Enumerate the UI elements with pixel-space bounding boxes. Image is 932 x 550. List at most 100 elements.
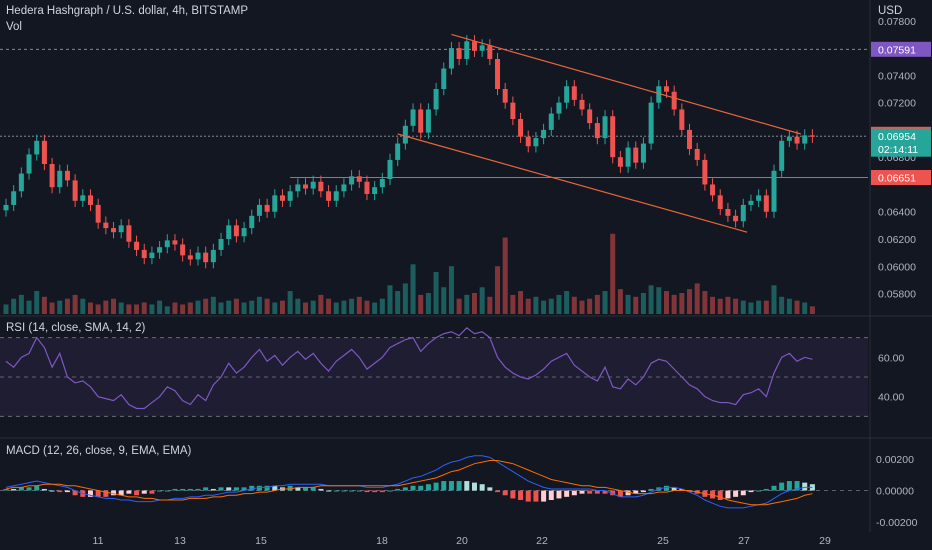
volume-bar xyxy=(533,296,539,314)
volume-bar xyxy=(656,287,662,314)
candle-body xyxy=(710,184,716,196)
candle-body xyxy=(87,195,93,205)
candle-body xyxy=(11,191,17,205)
volume-bar xyxy=(256,296,262,314)
candle-body xyxy=(740,204,746,222)
volume-bar xyxy=(387,285,393,314)
volume-bar xyxy=(487,296,493,314)
macd-histogram-bar xyxy=(633,490,639,494)
volume-bar xyxy=(3,304,9,314)
currency-label: USD xyxy=(878,5,903,17)
volume-bar xyxy=(587,298,593,314)
macd-histogram-bar xyxy=(226,487,232,491)
volume-bar xyxy=(395,291,401,314)
volume-bar xyxy=(26,300,32,314)
candle-body xyxy=(502,89,508,103)
candle-body xyxy=(663,86,669,92)
macd-histogram-bar xyxy=(195,488,201,491)
volume-bar xyxy=(610,233,616,314)
price-tick-label: 0.06000 xyxy=(878,261,916,273)
macd-histogram-bar xyxy=(548,490,554,500)
signal-line xyxy=(5,460,813,506)
volume-bar xyxy=(87,302,93,314)
candle-body xyxy=(602,116,608,139)
candle-body xyxy=(725,209,731,216)
candle-body xyxy=(80,195,86,201)
time-tick-label: 15 xyxy=(255,535,267,547)
macd-histogram-bar xyxy=(341,490,347,492)
candle-body xyxy=(395,143,401,160)
candle-body xyxy=(249,215,255,229)
volume-bar xyxy=(226,300,232,314)
macd-histogram-bar xyxy=(303,487,309,491)
volume-bar xyxy=(625,294,631,314)
volume-bar xyxy=(464,294,470,314)
macd-histogram-bar xyxy=(640,490,646,493)
time-tick-label: 25 xyxy=(657,535,669,547)
volume-bar xyxy=(57,300,63,314)
candle-body xyxy=(763,195,769,212)
channel-trendline xyxy=(397,133,748,233)
volume-bar xyxy=(118,302,124,314)
candle-body xyxy=(295,184,301,192)
volume-bar xyxy=(548,298,554,314)
candle-body xyxy=(756,195,762,201)
macd-histogram-bar xyxy=(111,490,117,496)
macd-histogram-bar xyxy=(318,488,324,491)
candle-body xyxy=(748,200,754,205)
macd-histogram-bar xyxy=(479,484,485,491)
candle-body xyxy=(49,164,55,188)
candle-body xyxy=(617,157,623,167)
volume-bar xyxy=(809,306,815,314)
volume-bar xyxy=(518,291,524,314)
volume-bar xyxy=(748,302,754,314)
macd-histogram-bar xyxy=(203,487,209,491)
macd-histogram-bar xyxy=(418,485,424,491)
macd-histogram-bar xyxy=(126,490,132,494)
candle-body xyxy=(279,195,285,201)
candle-body xyxy=(379,179,385,188)
volume-bar xyxy=(556,294,562,314)
volume-bar xyxy=(617,289,623,314)
volume-bar xyxy=(64,298,70,314)
macd-histogram-bar xyxy=(464,481,470,491)
volume-bar xyxy=(303,302,309,314)
candle-body xyxy=(264,204,270,212)
candle-body xyxy=(326,191,332,201)
time-tick-label: 13 xyxy=(174,535,186,547)
macd-line xyxy=(5,455,813,509)
macd-histogram-bar xyxy=(564,490,570,497)
macd-histogram-bar xyxy=(671,487,677,491)
volume-bar xyxy=(11,298,17,314)
candle-body xyxy=(111,228,117,233)
volume-bar xyxy=(49,302,55,314)
macd-histogram-bar xyxy=(456,481,462,491)
candle-body xyxy=(272,195,278,212)
volume-bar xyxy=(471,292,477,314)
volume-bar xyxy=(663,291,669,314)
volume-bar xyxy=(141,302,147,314)
volume-bar xyxy=(195,300,201,314)
candle-body xyxy=(26,154,32,174)
macd-histogram-bar xyxy=(64,490,70,493)
macd-histogram-bar xyxy=(687,490,693,493)
candle-body xyxy=(733,215,739,222)
volume-bar xyxy=(249,300,255,314)
volume-bar xyxy=(41,296,47,314)
macd-histogram-bar xyxy=(164,490,170,492)
price-label-box xyxy=(871,170,931,185)
volume-bar xyxy=(410,264,416,314)
candle-body xyxy=(495,59,501,89)
volume-bar xyxy=(149,304,155,314)
candle-body xyxy=(372,187,378,194)
candle-body xyxy=(610,116,616,158)
price-tick-label: 0.07800 xyxy=(878,16,916,28)
macd-histogram-bar xyxy=(41,488,47,491)
price-tick-label: 0.07400 xyxy=(878,70,916,82)
macd-histogram-bar xyxy=(556,490,562,499)
macd-histogram-bar xyxy=(740,490,746,496)
macd-histogram-bar xyxy=(763,488,769,491)
candle-body xyxy=(687,129,693,149)
